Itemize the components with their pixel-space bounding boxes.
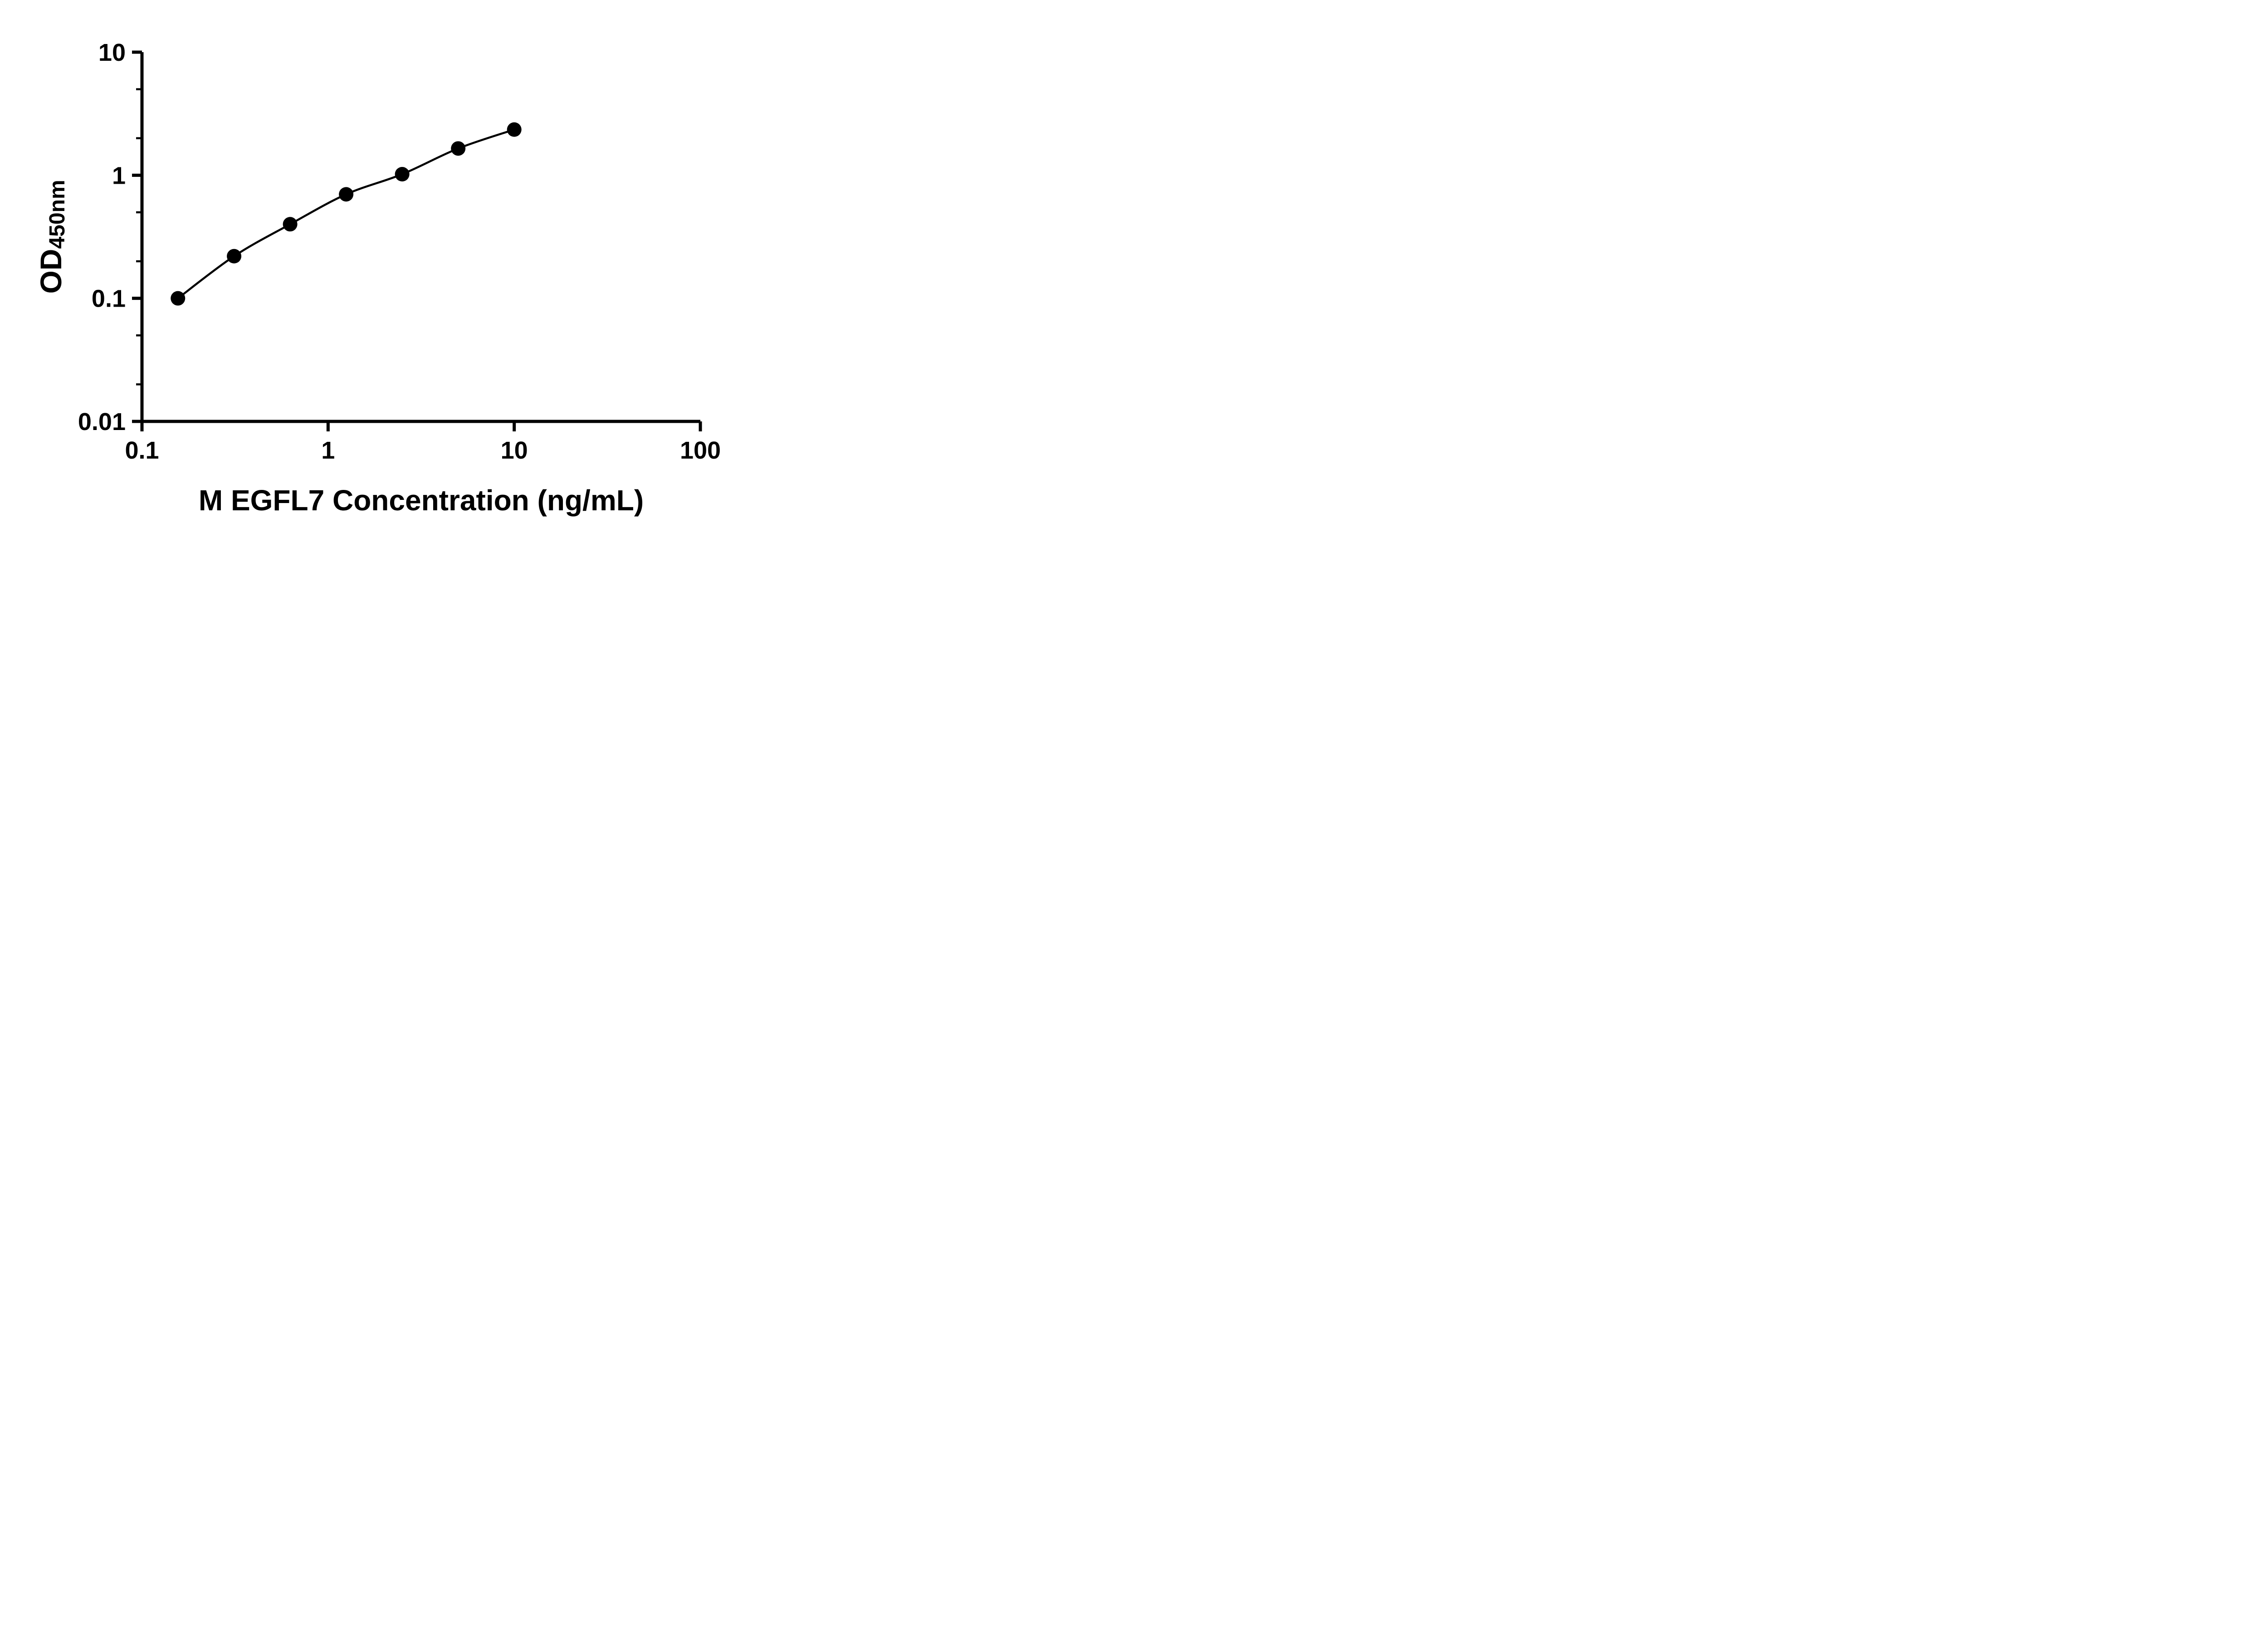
- y-minor-ticks: [136, 88, 142, 386]
- data-point-marker: [227, 249, 242, 264]
- data-point-marker: [283, 217, 298, 232]
- data-points: [171, 122, 522, 306]
- y-axis-label-main: OD: [34, 249, 68, 294]
- y-tick-label: 10: [98, 39, 126, 66]
- data-point-marker: [395, 166, 410, 181]
- data-point-marker: [507, 122, 522, 137]
- y-tick-label: 0.01: [78, 408, 126, 435]
- data-point-marker: [451, 141, 466, 156]
- y-tick-label: 1: [112, 162, 126, 189]
- data-point-marker: [339, 187, 354, 202]
- y-tick-label: 0.1: [92, 285, 126, 313]
- x-tick-label: 100: [680, 437, 721, 464]
- x-tick-label: 1: [321, 437, 335, 464]
- x-tick-label: 0.1: [125, 437, 159, 464]
- elisa-standard-curve-figure: 0.1 1 10 100 0.01 0.1 1 10 OD450nm M EGFL7 Conc…: [0, 0, 770, 544]
- y-axis-label-subscript: 450nm: [45, 180, 69, 249]
- x-axis-label: M EGFL7 Concentration (ng/mL): [198, 484, 644, 517]
- x-tick-label: 10: [501, 437, 528, 464]
- fit-curve: [177, 128, 515, 299]
- data-point-marker: [171, 291, 186, 306]
- major-ticks: [132, 50, 702, 431]
- y-axis-label: OD450nm: [34, 180, 69, 294]
- axes: [140, 52, 700, 423]
